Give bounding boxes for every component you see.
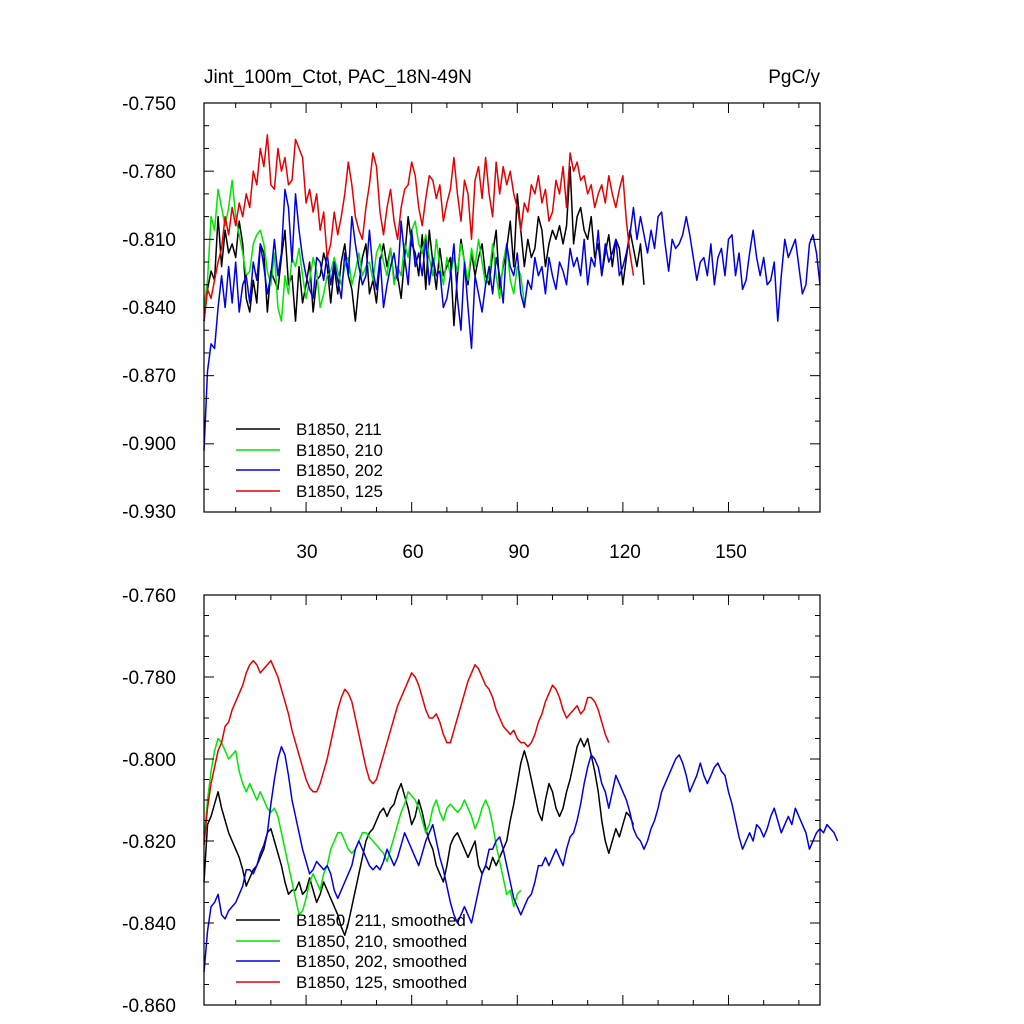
y-tick-label: -0.840 xyxy=(122,914,176,935)
y-tick-label: -0.900 xyxy=(122,434,176,455)
legend-label: B1850, 210 xyxy=(296,441,383,460)
legend-label: B1850, 125, smoothed xyxy=(296,973,467,992)
y-tick-label: -0.800 xyxy=(122,750,176,771)
legend-label: B1850, 125 xyxy=(296,482,383,501)
legend-label: B1850, 211, smoothed xyxy=(296,911,466,930)
x-tick-label: 60 xyxy=(402,542,423,563)
series-line-b1850-210-smoothed xyxy=(203,737,522,916)
legend-label: B1850, 202, smoothed xyxy=(296,952,467,971)
units-label: PgC/y xyxy=(768,67,820,88)
x-tick-label: 120 xyxy=(609,542,641,563)
x-tick-label: 30 xyxy=(296,542,317,563)
series-line-b1850-202-smoothed xyxy=(203,745,839,973)
top-panel: Jint_100m_Ctot, PAC_18N-49N PgC/y -0.750… xyxy=(122,67,821,563)
top-legend: B1850, 211 B1850, 210 B1850, 202 B1850, … xyxy=(236,420,383,501)
series-line-b1850-211-smoothed xyxy=(203,737,635,937)
x-tick-label: 150 xyxy=(715,542,747,563)
y-tick-label: -0.810 xyxy=(122,230,176,251)
y-tick-label: -0.750 xyxy=(122,94,176,115)
legend-label: B1850, 211 xyxy=(296,420,382,439)
y-tick-label: -0.870 xyxy=(122,366,176,387)
bottom-legend: B1850, 211, smoothed B1850, 210, smoothe… xyxy=(236,911,467,992)
series-line-b1850-202 xyxy=(203,188,821,451)
chart-title: Jint_100m_Ctot, PAC_18N-49N xyxy=(204,67,472,88)
y-tick-label: -0.820 xyxy=(122,832,176,853)
bottom-panel: -0.760 -0.780 -0.800 -0.820 -0.840 -0.86… xyxy=(122,586,839,1017)
series-line-b1850-125-smoothed xyxy=(203,659,610,846)
x-tick-label: 90 xyxy=(508,542,529,563)
legend-label: B1850, 210, smoothed xyxy=(296,932,467,951)
y-tick-label: -0.780 xyxy=(122,668,176,689)
y-tick-label: -0.860 xyxy=(122,996,176,1017)
y-tick-label: -0.840 xyxy=(122,298,176,319)
y-tick-label: -0.930 xyxy=(122,502,176,523)
top-panel-series xyxy=(203,134,821,451)
series-line-b1850-125 xyxy=(203,134,635,322)
bottom-panel-series xyxy=(203,659,839,973)
legend-label: B1850, 202 xyxy=(296,461,383,480)
y-tick-label: -0.760 xyxy=(122,586,176,607)
top-panel-ticks xyxy=(204,102,820,513)
y-tick-label: -0.780 xyxy=(122,162,176,183)
series-line-b1850-210 xyxy=(203,179,526,322)
bottom-panel-ticks xyxy=(204,594,820,1006)
